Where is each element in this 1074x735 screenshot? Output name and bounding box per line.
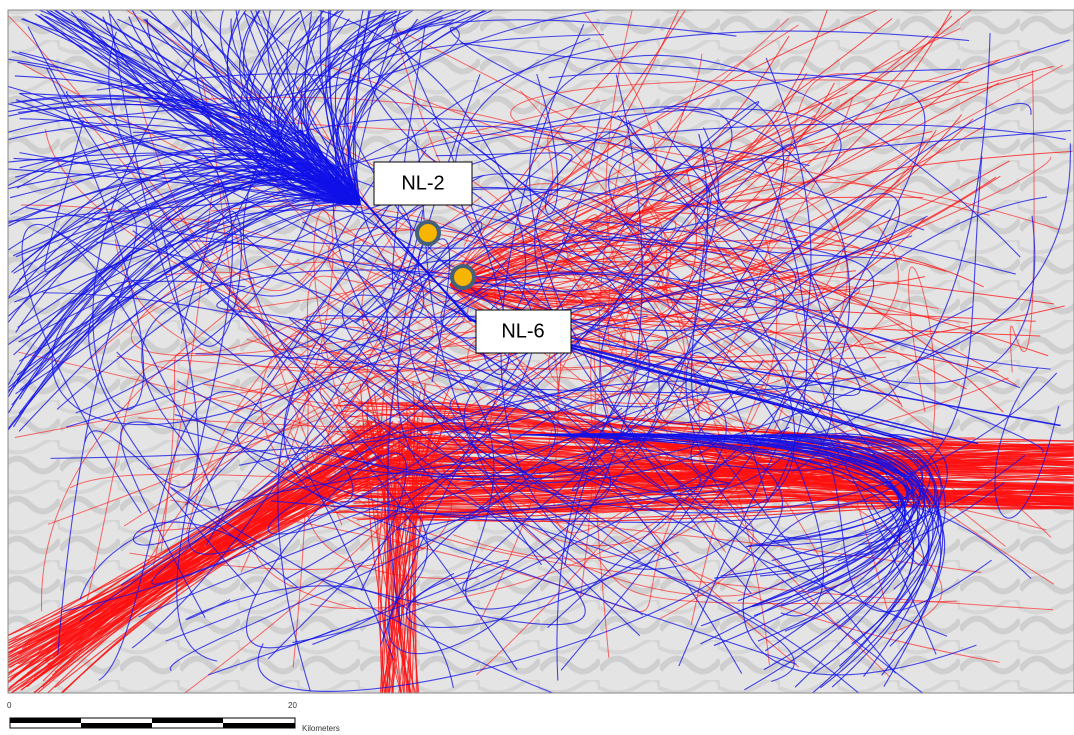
marker-label: NL-2 bbox=[401, 172, 444, 194]
scale-segment bbox=[81, 723, 152, 728]
scale-segment bbox=[10, 718, 81, 723]
scale-label: 0 bbox=[7, 701, 12, 710]
marker bbox=[452, 266, 474, 288]
scale-segment bbox=[152, 718, 223, 723]
scale-segment bbox=[223, 723, 295, 728]
map-figure: NL-2 NL-6 0 20 Kilometers bbox=[0, 0, 1074, 735]
scale-label: 20 bbox=[288, 701, 297, 710]
marker-label: NL-6 bbox=[501, 320, 544, 342]
scale-unit: Kilometers bbox=[302, 724, 340, 733]
marker bbox=[417, 222, 439, 244]
scale-bar: 0 20 Kilometers bbox=[7, 701, 340, 733]
